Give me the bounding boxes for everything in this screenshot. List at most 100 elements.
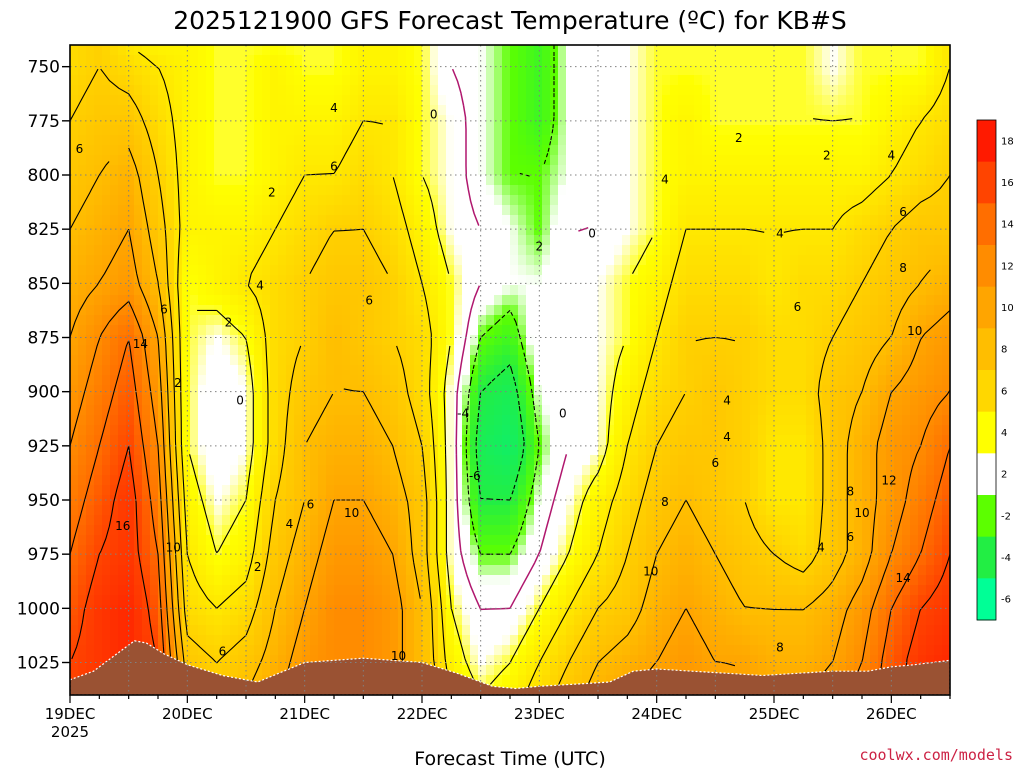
temperature-cell (870, 235, 879, 246)
temperature-cell (166, 425, 175, 436)
temperature-cell (726, 165, 735, 176)
temperature-cell (630, 455, 639, 466)
temperature-cell (182, 415, 191, 426)
temperature-cell (806, 365, 815, 376)
temperature-cell (878, 195, 887, 206)
temperature-cell (454, 335, 463, 346)
temperature-cell (862, 145, 871, 156)
temperature-cell (230, 465, 239, 476)
temperature-cell (686, 455, 695, 466)
temperature-cell (142, 175, 151, 186)
temperature-cell (358, 465, 367, 476)
temperature-cell (918, 305, 927, 316)
temperature-cell (798, 115, 807, 126)
temperature-cell (254, 145, 263, 156)
temperature-cell (110, 445, 119, 456)
temperature-cell (846, 75, 855, 86)
temperature-cell (102, 125, 111, 136)
temperature-cell (78, 165, 87, 176)
temperature-cell (838, 225, 847, 236)
temperature-cell (358, 175, 367, 186)
temperature-cell (470, 425, 479, 436)
temperature-cell (710, 235, 719, 246)
temperature-cell (606, 75, 615, 86)
temperature-cell (230, 105, 239, 116)
temperature-cell (574, 165, 583, 176)
temperature-cell (686, 105, 695, 116)
temperature-cell (438, 155, 447, 166)
temperature-cell (654, 295, 663, 306)
temperature-cell (286, 255, 295, 266)
temperature-cell (342, 135, 351, 146)
temperature-cell (158, 225, 167, 236)
temperature-cell (894, 85, 903, 96)
temperature-cell (262, 385, 271, 396)
temperature-cell (494, 405, 503, 416)
temperature-cell (414, 315, 423, 326)
temperature-cell (438, 385, 447, 396)
temperature-cell (302, 45, 311, 56)
temperature-cell (566, 365, 575, 376)
temperature-cell (422, 325, 431, 336)
temperature-cell (934, 65, 943, 76)
temperature-cell (710, 265, 719, 276)
temperature-cell (190, 485, 199, 496)
temperature-cell (534, 255, 543, 266)
temperature-cell (702, 125, 711, 136)
temperature-cell (854, 235, 863, 246)
temperature-cell (726, 355, 735, 366)
temperature-cell (742, 95, 751, 106)
temperature-cell (278, 215, 287, 226)
temperature-cell (686, 425, 695, 436)
temperature-cell (126, 315, 135, 326)
temperature-cell (70, 235, 79, 246)
temperature-cell (134, 205, 143, 216)
temperature-cell (662, 75, 671, 86)
temperature-cell (934, 375, 943, 386)
temperature-cell (566, 405, 575, 416)
temperature-cell (934, 255, 943, 266)
temperature-cell (206, 125, 215, 136)
temperature-cell (406, 275, 415, 286)
temperature-cell (694, 245, 703, 256)
temperature-cell (886, 265, 895, 276)
temperature-cell (214, 95, 223, 106)
temperature-cell (94, 275, 103, 286)
temperature-cell (470, 265, 479, 276)
temperature-cell (646, 405, 655, 416)
temperature-cell (414, 85, 423, 96)
temperature-cell (286, 225, 295, 236)
temperature-cell (926, 465, 935, 476)
temperature-cell (694, 45, 703, 56)
temperature-cell (166, 105, 175, 116)
temperature-cell (774, 435, 783, 446)
temperature-cell (214, 355, 223, 366)
temperature-cell (78, 365, 87, 376)
temperature-cell (86, 245, 95, 256)
temperature-cell (582, 285, 591, 296)
temperature-cell (502, 205, 511, 216)
temperature-cell (910, 125, 919, 136)
temperature-cell (734, 335, 743, 346)
temperature-cell (230, 425, 239, 436)
temperature-cell (238, 95, 247, 106)
temperature-cell (846, 465, 855, 476)
temperature-cell (774, 65, 783, 76)
temperature-cell (558, 385, 567, 396)
temperature-cell (838, 325, 847, 336)
temperature-cell (718, 365, 727, 376)
temperature-cell (910, 155, 919, 166)
temperature-cell (126, 275, 135, 286)
temperature-cell (798, 65, 807, 76)
temperature-cell (598, 475, 607, 486)
temperature-cell (598, 325, 607, 336)
temperature-cell (118, 175, 127, 186)
temperature-cell (174, 85, 183, 96)
temperature-cell (846, 355, 855, 366)
temperature-cell (94, 155, 103, 166)
temperature-cell (518, 355, 527, 366)
temperature-cell (526, 445, 535, 456)
temperature-cell (510, 465, 519, 476)
temperature-cell (286, 325, 295, 336)
temperature-cell (606, 355, 615, 366)
